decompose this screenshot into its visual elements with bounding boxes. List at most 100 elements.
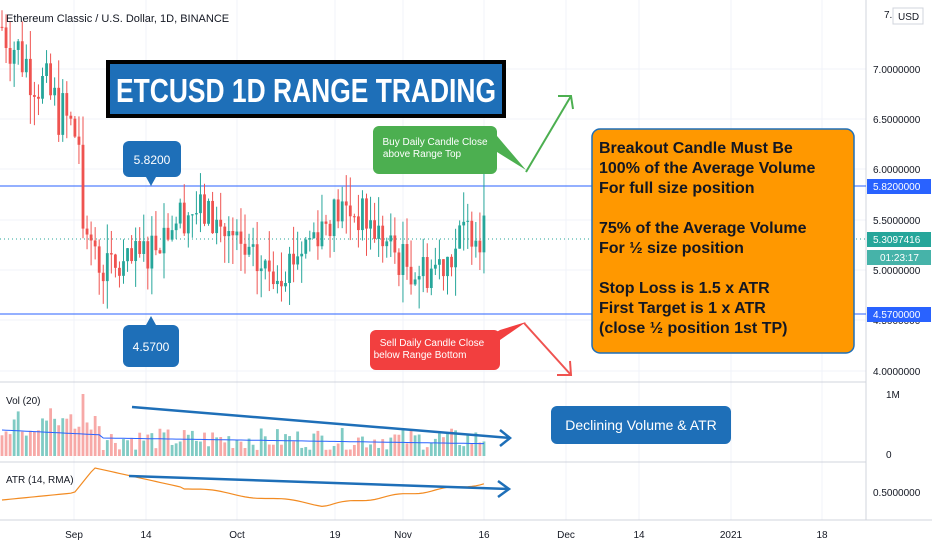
- volume-bar: [28, 430, 32, 456]
- volume-bar: [231, 447, 235, 456]
- candle-body: [474, 240, 478, 247]
- volume-bar: [239, 441, 243, 456]
- candle-body: [61, 93, 65, 135]
- candle-body: [328, 223, 332, 237]
- volume-bar: [276, 429, 279, 456]
- volume-bar: [16, 411, 20, 456]
- candle-body: [130, 248, 133, 262]
- range-top-callout[interactable]: [123, 141, 181, 177]
- breakout-up-arrow: [525, 95, 574, 173]
- range-bottom-axis-tag: [867, 307, 931, 322]
- time-axis[interactable]: Sep 14 Oct 19 Nov 16 Dec 14 2021 18: [65, 530, 828, 541]
- volume-bar: [166, 429, 170, 456]
- candle-body: [433, 264, 437, 269]
- volume-bar: [130, 437, 133, 456]
- rules-line: Breakout Candle Must Be: [599, 140, 793, 157]
- volume-bar: [433, 438, 437, 456]
- rules-line: (close ½ position 1st TP): [599, 320, 787, 337]
- volume-bar: [122, 439, 125, 456]
- volume-bar: [328, 449, 332, 456]
- volume-bar: [235, 440, 239, 456]
- time-tick-label: 14: [633, 530, 645, 541]
- breakout-down-arrow: [523, 322, 573, 376]
- volume-bar: [263, 436, 267, 456]
- volume-bar: [37, 430, 40, 456]
- volume-bar: [190, 430, 194, 456]
- volume-bar: [320, 435, 324, 456]
- rules-line: Stop Loss is 1.5 x ATR: [599, 280, 770, 297]
- volume-indicator-label: Vol (20): [6, 396, 40, 407]
- volume-bar: [361, 436, 364, 456]
- candle-body: [454, 248, 457, 268]
- volume-bar: [365, 447, 368, 456]
- candle-body: [122, 261, 125, 276]
- candle-body: [332, 199, 336, 237]
- volume-bar: [134, 449, 138, 456]
- candle-body: [73, 118, 77, 137]
- range-top-value: 5.8200: [134, 153, 171, 167]
- volume-bar: [199, 441, 202, 456]
- candle-body: [81, 144, 85, 229]
- range-bottom-callout[interactable]: [123, 325, 179, 367]
- candle-body: [304, 239, 308, 254]
- volume-bar: [223, 442, 227, 456]
- volume-bar: [288, 436, 291, 456]
- candle-body: [316, 232, 320, 247]
- volume-bar: [203, 432, 206, 456]
- range-top-axis-tag: [867, 179, 931, 194]
- candle-body: [190, 214, 194, 216]
- candle-body: [158, 250, 162, 254]
- candle-body: [267, 260, 271, 272]
- buy-note-pointer: [490, 136, 526, 170]
- volume-trend-arrow: [131, 405, 513, 447]
- candle-body: [438, 259, 441, 265]
- volume-bar: [255, 449, 259, 456]
- volume-bar: [142, 440, 146, 456]
- volume-bar: [69, 414, 73, 456]
- candle-body: [199, 194, 202, 214]
- volume-bar: [409, 430, 413, 456]
- candle-body: [85, 228, 89, 235]
- buy-note-callout[interactable]: [373, 126, 497, 174]
- candle-body: [458, 225, 462, 249]
- range-bottom-axis-value: 4.5700000: [873, 310, 921, 321]
- candle-body: [482, 215, 486, 253]
- volume-note: Declining Volume & ATR: [565, 417, 716, 433]
- sell-note-callout[interactable]: [370, 330, 500, 370]
- candle-body: [16, 41, 20, 50]
- candle-body: [478, 240, 482, 253]
- candle-body: [373, 220, 376, 239]
- candle-body: [377, 225, 381, 239]
- volume-bar: [109, 434, 113, 456]
- candle-body: [105, 253, 109, 282]
- candle-body: [401, 244, 405, 275]
- volume-bar: [304, 447, 308, 456]
- volume-bar: [397, 434, 401, 456]
- candle-body: [41, 76, 44, 99]
- volume-bar: [482, 441, 486, 456]
- candle-body: [118, 267, 121, 276]
- price-axis-top-partial: 7.: [884, 10, 892, 21]
- volume-bar: [377, 447, 381, 456]
- volume-bar: [357, 437, 360, 456]
- candle-body: [235, 231, 239, 236]
- volume-bar: [89, 429, 93, 456]
- candle-body: [227, 231, 231, 237]
- candle-body: [361, 198, 364, 231]
- volume-bar: [312, 433, 316, 456]
- candle-body: [114, 254, 117, 268]
- candle-body: [409, 266, 413, 285]
- volume-axis-max: 1M: [886, 390, 900, 401]
- currency-badge[interactable]: [892, 7, 924, 25]
- volume-bar: [158, 428, 162, 456]
- countdown-axis-value: 01:23:17: [880, 253, 919, 264]
- candle-body: [186, 215, 190, 234]
- volume-bar: [126, 440, 129, 456]
- candle-body: [312, 232, 316, 239]
- volume-bar: [421, 449, 425, 456]
- candle-body: [280, 280, 283, 287]
- candle-body: [251, 244, 255, 247]
- candle-body: [397, 252, 401, 275]
- volume-bar: [280, 444, 283, 456]
